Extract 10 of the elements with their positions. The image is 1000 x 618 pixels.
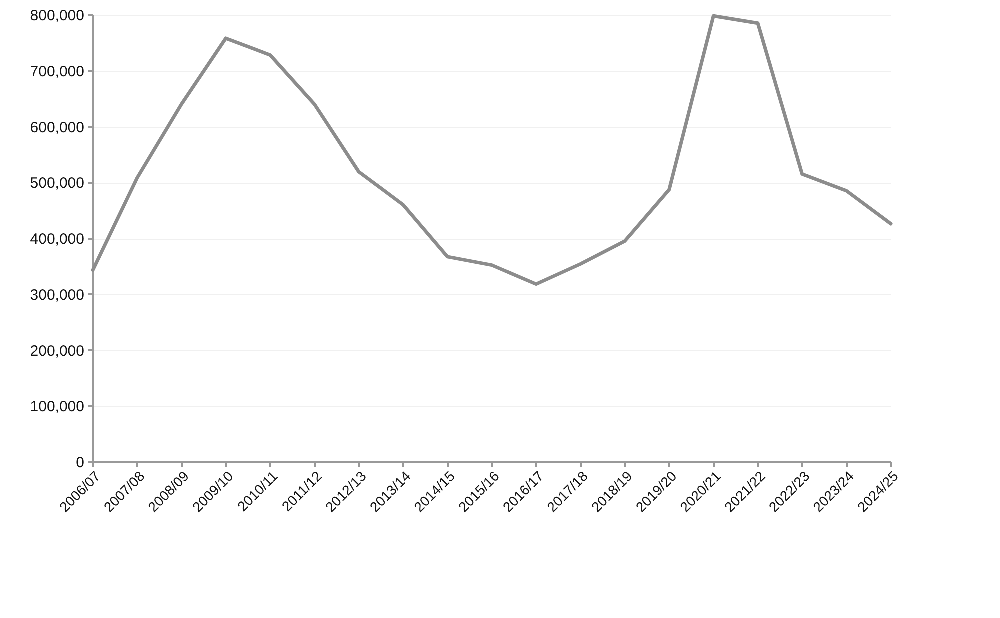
y-tick-label: 300,000 <box>30 286 84 304</box>
y-tick-label: 0 <box>76 454 84 472</box>
y-tick-label: 800,000 <box>30 8 84 24</box>
y-tick-label: 400,000 <box>30 231 84 248</box>
y-tick-label: 500,000 <box>30 175 84 192</box>
y-tick-label: 200,000 <box>30 342 84 360</box>
y-tick-label: 700,000 <box>30 63 84 80</box>
line-series <box>91 14 893 286</box>
y-tick-label: 600,000 <box>30 119 84 136</box>
y-tick-label: 100,000 <box>30 398 84 416</box>
